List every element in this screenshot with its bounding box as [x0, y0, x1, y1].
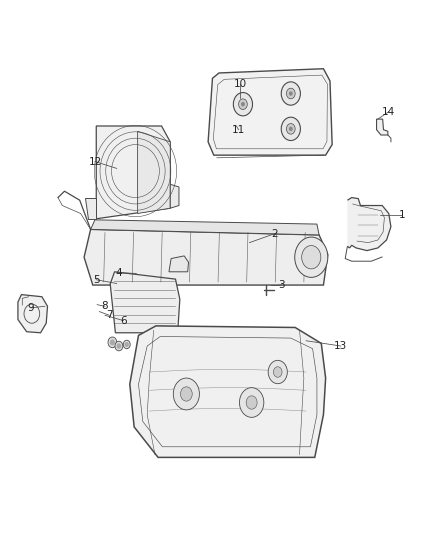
Text: 4: 4: [116, 268, 122, 278]
Polygon shape: [18, 295, 47, 333]
Circle shape: [273, 367, 282, 377]
Polygon shape: [91, 220, 319, 235]
Circle shape: [286, 88, 295, 99]
Text: 5: 5: [93, 274, 99, 285]
Text: 11: 11: [232, 125, 245, 135]
Circle shape: [115, 341, 123, 351]
Text: 12: 12: [88, 157, 102, 166]
Polygon shape: [138, 131, 170, 214]
Circle shape: [123, 340, 130, 349]
Circle shape: [240, 387, 264, 417]
Text: 13: 13: [334, 341, 347, 351]
Circle shape: [239, 99, 247, 109]
Circle shape: [246, 396, 257, 409]
Text: 8: 8: [102, 301, 108, 311]
Polygon shape: [169, 256, 188, 272]
Circle shape: [286, 124, 295, 134]
Text: 9: 9: [28, 303, 34, 313]
Circle shape: [281, 117, 300, 141]
Circle shape: [295, 237, 328, 277]
Text: 6: 6: [120, 316, 127, 326]
Polygon shape: [347, 198, 391, 251]
Circle shape: [242, 103, 244, 106]
Circle shape: [302, 246, 321, 269]
Circle shape: [110, 340, 114, 345]
Polygon shape: [208, 69, 332, 155]
Text: 14: 14: [382, 107, 396, 117]
Text: 2: 2: [272, 229, 278, 239]
Circle shape: [233, 93, 253, 116]
Polygon shape: [170, 184, 179, 208]
Polygon shape: [85, 198, 96, 219]
Circle shape: [290, 92, 292, 95]
Text: 1: 1: [399, 209, 405, 220]
Circle shape: [180, 387, 192, 401]
Circle shape: [290, 127, 292, 131]
Polygon shape: [377, 119, 388, 135]
Text: 7: 7: [106, 310, 113, 320]
Circle shape: [125, 343, 128, 346]
Circle shape: [108, 337, 117, 348]
Text: 10: 10: [233, 78, 247, 88]
Text: 3: 3: [279, 280, 285, 290]
Circle shape: [173, 378, 199, 410]
Circle shape: [268, 360, 287, 384]
Circle shape: [281, 82, 300, 105]
Polygon shape: [130, 326, 325, 457]
Circle shape: [117, 344, 120, 348]
Polygon shape: [110, 272, 180, 333]
Polygon shape: [84, 229, 328, 285]
Polygon shape: [96, 126, 170, 219]
